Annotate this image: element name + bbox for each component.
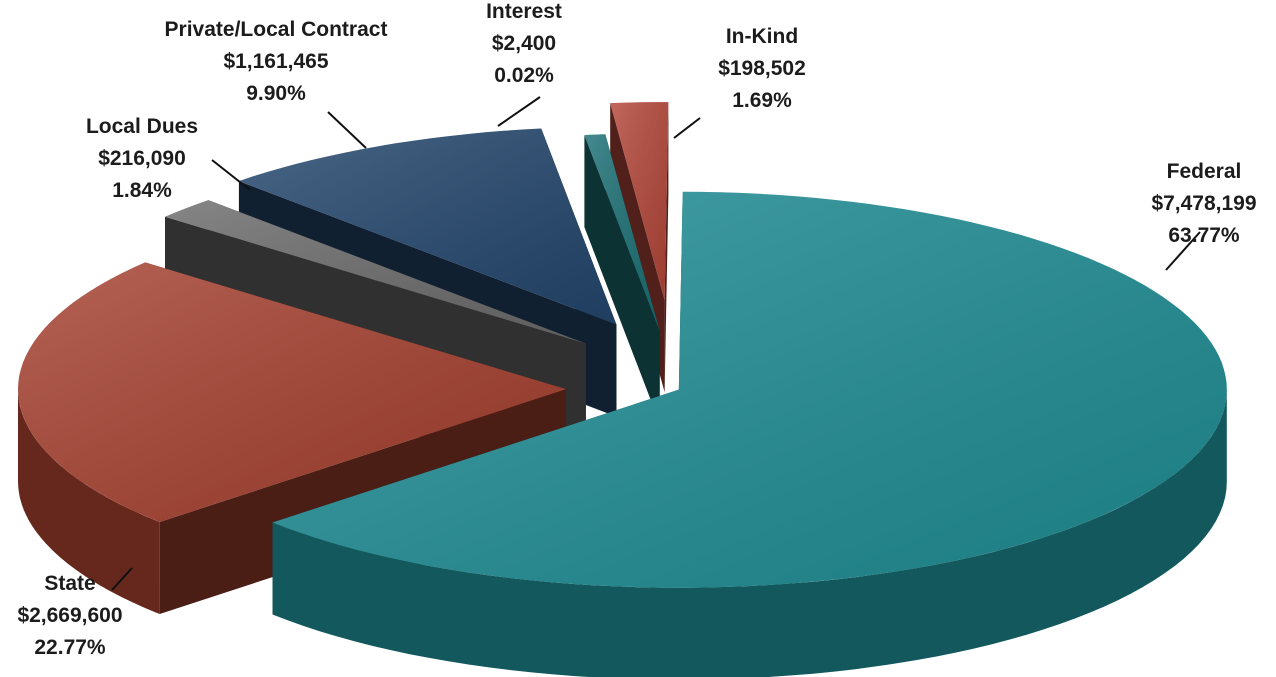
data-label-interest: Interest $2,400 0.02% xyxy=(486,0,562,127)
slice-name-in-kind: In-Kind xyxy=(726,25,798,48)
slice-value-private-local-contract: $1,161,465 xyxy=(223,50,328,73)
slice-percent-interest: 0.02% xyxy=(494,64,554,87)
slice-value-state: $2,669,600 xyxy=(17,604,122,627)
pie-slice-federal xyxy=(272,191,1227,677)
leader-line-state xyxy=(111,567,133,591)
slice-percent-federal: 63.77% xyxy=(1168,224,1240,247)
leader-line-in-kind xyxy=(673,117,701,139)
slice-value-interest: $2,400 xyxy=(492,32,556,55)
leader-line-private-local-contract xyxy=(327,111,367,149)
data-label-local-dues: Local Dues $216,090 1.84% xyxy=(86,115,251,202)
slice-name-local-dues: Local Dues xyxy=(86,115,198,138)
leader-line-federal xyxy=(1165,231,1201,271)
slice-percent-local-dues: 1.84% xyxy=(112,179,172,202)
pie-slice-interest xyxy=(584,134,660,424)
data-label-in-kind: In-Kind $198,502 1.69% xyxy=(673,25,806,139)
slice-percent-private-local-contract: 9.90% xyxy=(246,82,306,105)
slice-name-interest: Interest xyxy=(486,0,562,23)
slice-name-private-local-contract: Private/Local Contract xyxy=(165,18,388,41)
slice-value-federal: $7,478,199 xyxy=(1151,192,1256,215)
slice-percent-in-kind: 1.69% xyxy=(732,89,792,112)
slice-name-state: State xyxy=(44,572,95,595)
slice-percent-state: 22.77% xyxy=(34,636,106,659)
leader-line-local-dues xyxy=(211,159,251,191)
data-label-federal: Federal $7,478,199 63.77% xyxy=(1151,160,1257,271)
slice-value-local-dues: $216,090 xyxy=(98,147,186,170)
data-label-private-local-contract: Private/Local Contract $1,161,465 9.90% xyxy=(165,18,388,149)
slice-value-in-kind: $198,502 xyxy=(718,57,806,80)
leader-line-interest xyxy=(497,96,541,127)
data-label-state: State $2,669,600 22.77% xyxy=(17,567,133,659)
slice-name-federal: Federal xyxy=(1167,160,1242,183)
